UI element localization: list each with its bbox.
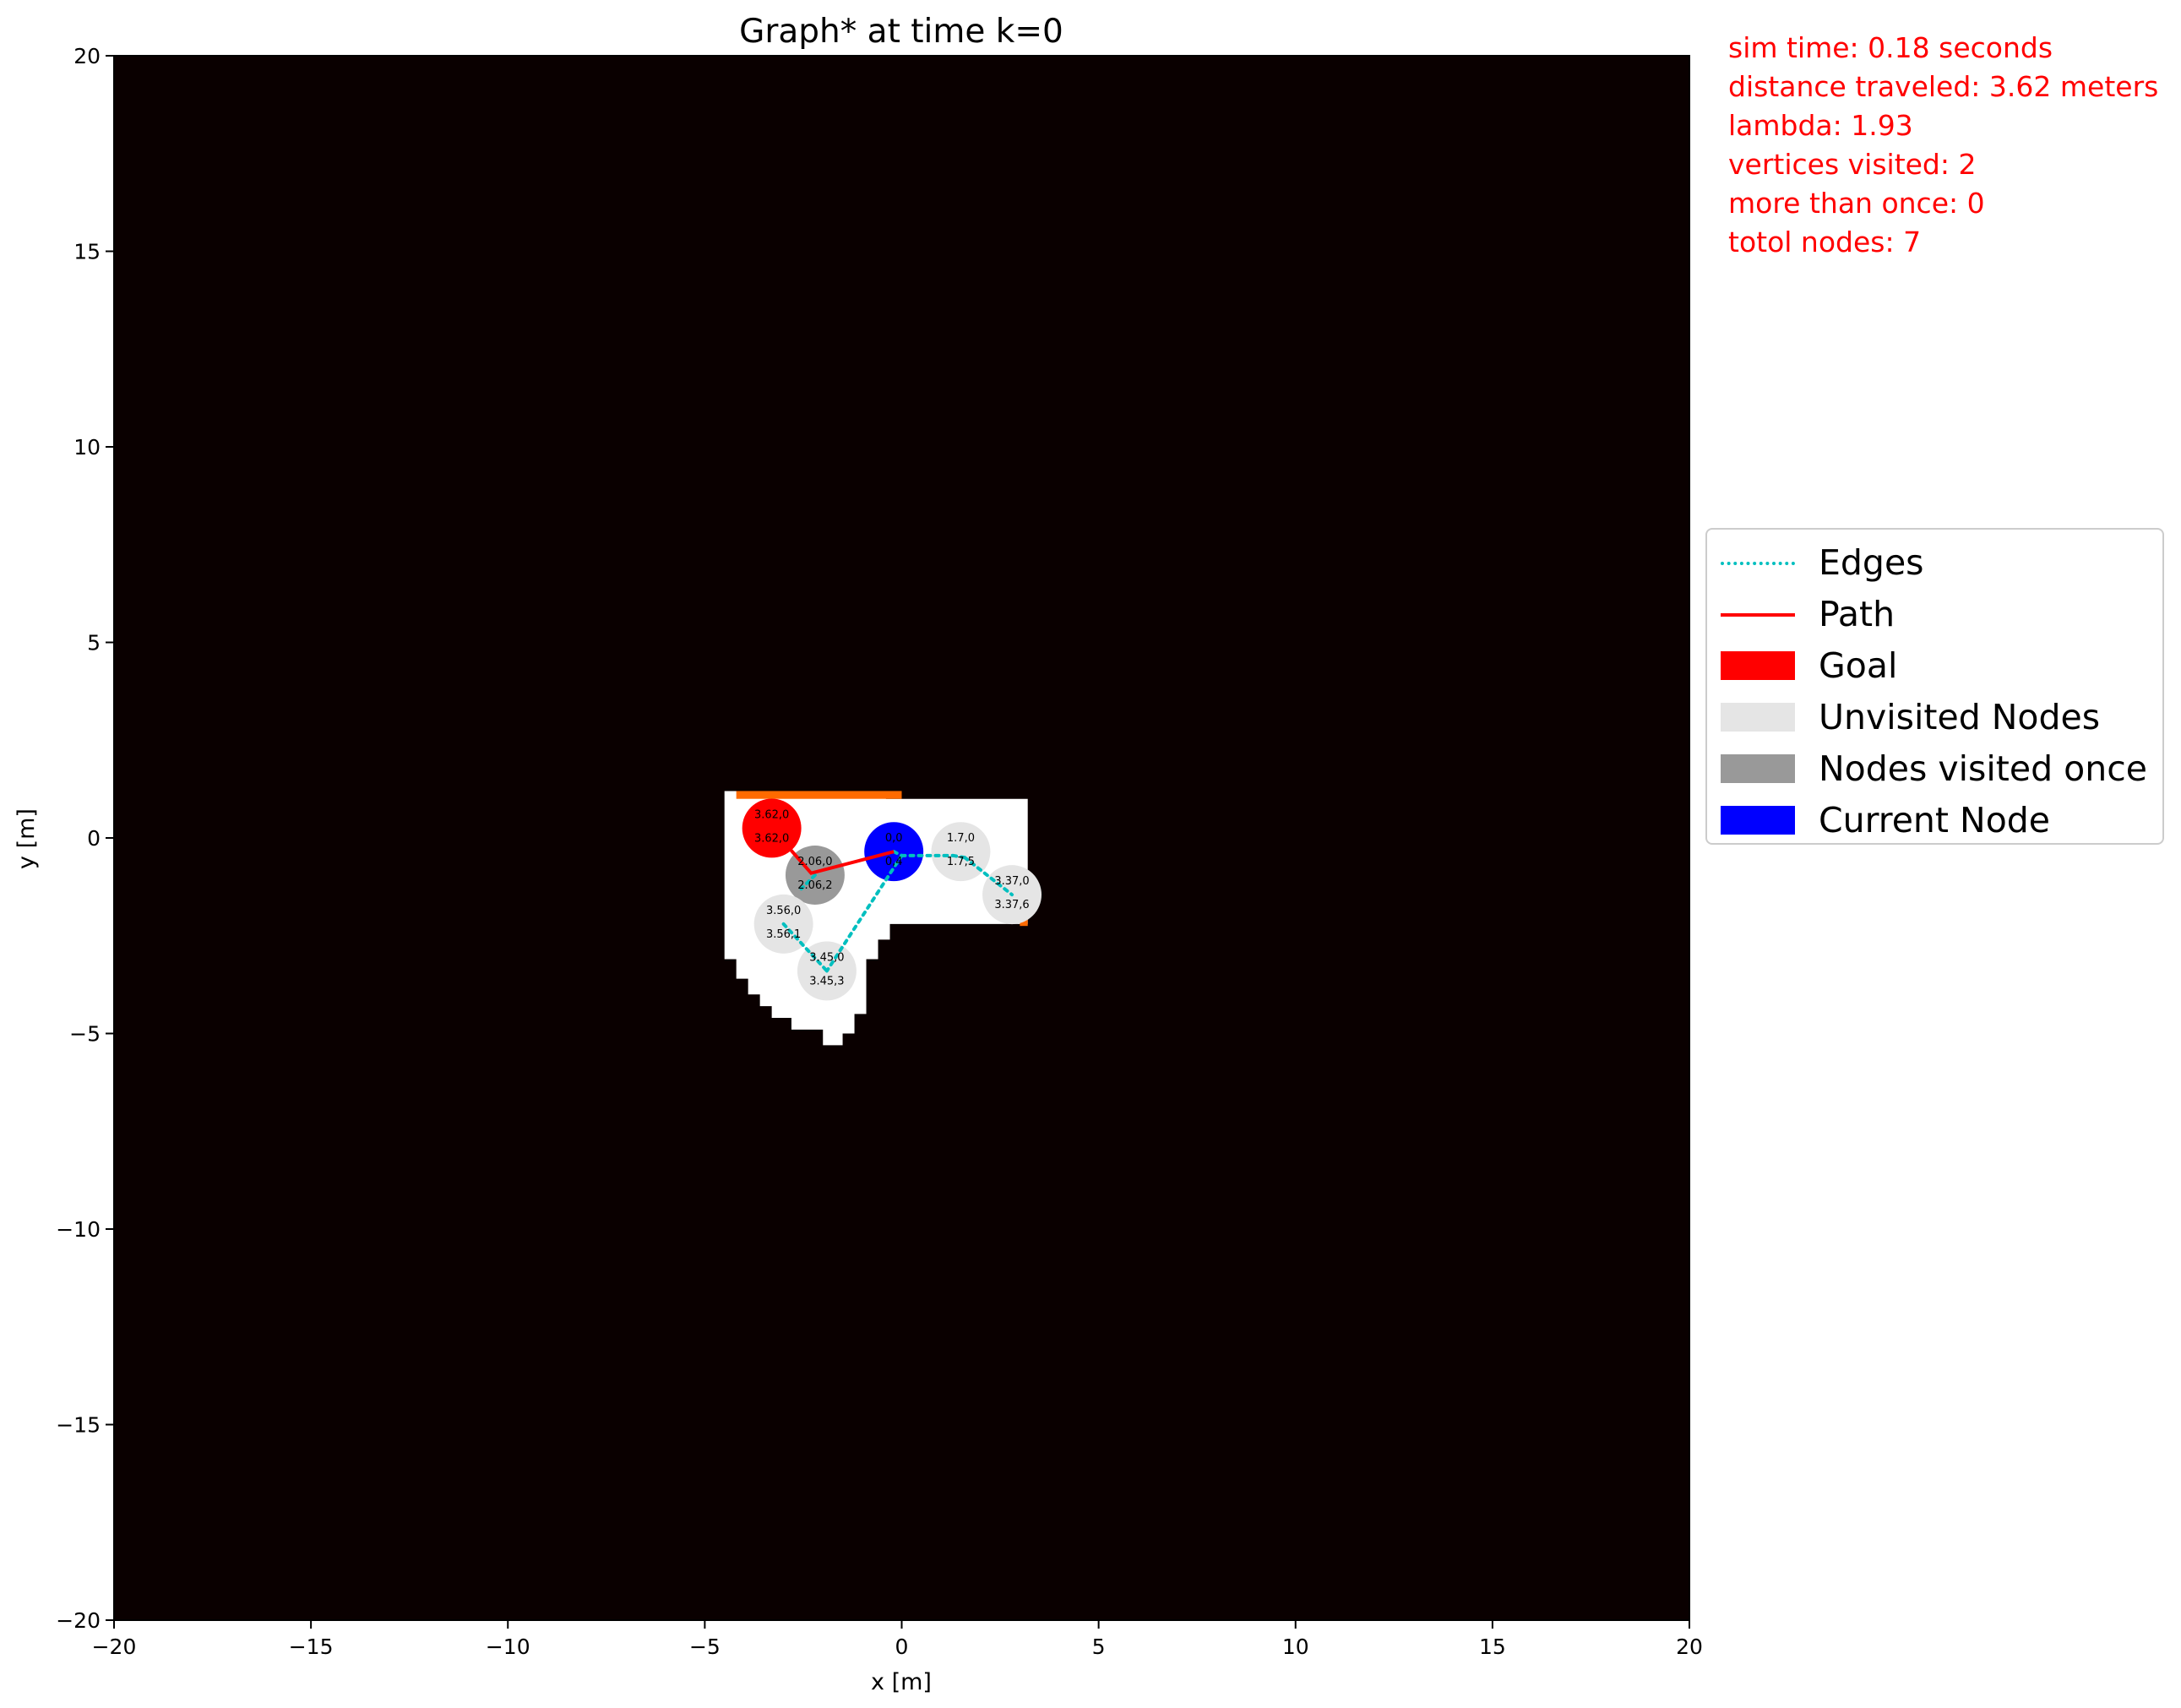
legend-item: Goal [1707,645,2162,687]
graph-edge-4 [963,856,1014,897]
vertices-visited-text: vertices visited: 2 [1728,148,1977,181]
legend-label: Current Node [1819,800,2051,840]
y-tick-label: 20 [73,44,101,68]
lambda-text: lambda: 1.93 [1728,109,1913,142]
node-label-bottom: 0,4 [885,856,903,868]
y-tick-label: 10 [73,435,101,460]
total-nodes-text: totol nodes: 7 [1728,226,1922,258]
legend-symbol [1721,754,1795,783]
node-label-top: 3.62,0 [754,808,789,821]
wall-segment-1 [1020,917,1028,927]
y-tick-label: −15 [56,1413,101,1438]
y-axis-label: y [m] [14,808,40,869]
legend-item: Path [1707,593,2162,635]
x-tick-label: 10 [1282,1635,1309,1659]
x-tick-label: 5 [1092,1635,1106,1659]
graph-edge-5 [824,853,904,973]
legend-label: Path [1819,594,1895,634]
node-label-top: 3.45,0 [809,951,844,964]
chart-title: Graph* at time k=0 [739,13,1063,51]
axes: −20 −15 −10 −5 0 5 10 15 20 −20 −15 −10 −5 0 5 10 15 20 [56,44,1703,1659]
node-label-top: 3.37,0 [994,875,1029,888]
legend-label: Goal [1819,645,1898,686]
x-axis-label: x [m] [871,1669,932,1695]
legend-symbol [1721,562,1795,565]
legend-symbol [1721,613,1795,617]
x-tick-label: −5 [689,1635,721,1659]
y-tick-label: −10 [56,1217,101,1242]
graph-edge-0 [799,873,817,891]
y-tick-label: 15 [73,240,101,264]
sim-stats-panel: sim time: 0.18 seconds distance traveled… [1728,29,2158,262]
wall-segment-0 [736,791,902,799]
graph-edge-3 [951,853,967,860]
legend-item: Nodes visited once [1707,748,2162,790]
x-tick-label: −15 [289,1635,334,1659]
node-label-bottom: 3.56,1 [766,928,801,941]
node-label-top: 2.06,0 [797,856,832,868]
x-tick-label: 0 [895,1635,909,1659]
y-tick-label: 0 [87,826,101,851]
legend-symbol [1721,651,1795,680]
legend-label: Edges [1819,542,1924,583]
x-tick-label: 20 [1676,1635,1703,1659]
node-label-bottom: 2.06,2 [797,879,832,892]
node-label-top: 0,0 [885,832,903,845]
legend-symbol [1721,703,1795,732]
more-than-once-text: more than once: 0 [1728,187,1985,220]
legend-symbol [1721,806,1795,835]
graph-edge-6 [781,922,829,973]
y-tick-label: −20 [56,1608,101,1633]
x-tick-label: −10 [486,1635,530,1659]
y-tick-label: −5 [69,1022,101,1047]
path-line [770,827,895,875]
node-label-top: 1.7,0 [947,832,975,845]
node-unvisited-marker [931,822,991,882]
legend-label: Nodes visited once [1819,748,2147,789]
x-tick-label: −20 [92,1635,137,1659]
legend-item: Current Node [1707,799,2162,841]
node-label-bottom: 1.7,5 [947,856,975,868]
node-label-bottom: 3.45,3 [809,975,844,987]
legend-label: Unvisited Nodes [1819,697,2101,737]
node-label-bottom: 3.62,0 [754,832,789,845]
x-tick-label: 15 [1479,1635,1506,1659]
distance-traveled-text: distance traveled: 3.62 meters [1728,70,2159,103]
legend-item: Unvisited Nodes [1707,696,2162,738]
legend: Edges Path Goal Unvisited Nodes Nodes visite… [1705,528,2164,845]
legend-item: Edges [1707,541,2162,584]
node-label-top: 3.56,0 [766,905,801,917]
y-tick-label: 5 [87,631,101,655]
node-label-bottom: 3.37,6 [994,899,1029,911]
sim-time-text: sim time: 0.18 seconds [1728,31,2053,64]
plot-area: 3.62,0 3.62,0 2.06,0 2.06,2 0,0 0,4 1.7,0 1.7,5… [114,56,1689,1620]
